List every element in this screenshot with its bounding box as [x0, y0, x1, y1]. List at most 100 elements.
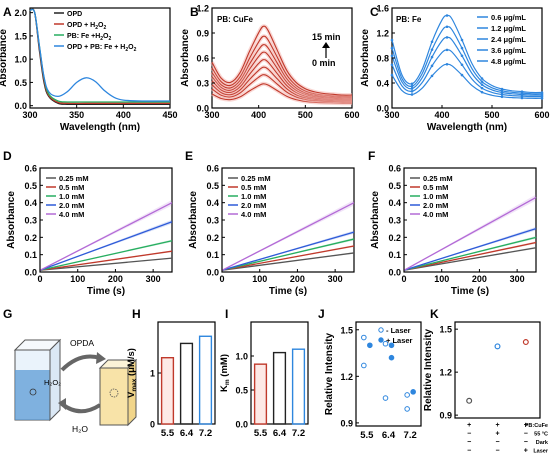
x-tick-label: 300	[328, 274, 343, 284]
x-tick-label: 450	[162, 110, 177, 120]
x-tick-label: 100	[434, 274, 449, 284]
axes-frame	[355, 321, 422, 427]
series-line	[39, 221, 173, 271]
legend-entry: 0.5 mM	[423, 183, 448, 192]
y-tick-label: 0.9	[196, 29, 209, 39]
data-point	[480, 77, 484, 80]
condition-label: 55 °C	[534, 432, 548, 438]
annotation-text: 15 min	[312, 32, 341, 42]
y-tick-label: 0.4	[24, 198, 37, 208]
legend-entry: 1.0 mM	[241, 192, 266, 201]
y-axis-label: Relative Intensity	[324, 332, 335, 415]
data-point	[410, 93, 414, 96]
y-tick-label: 0.4	[206, 198, 219, 208]
x-tick-label: 0	[219, 274, 224, 284]
y-tick-label: 1.5	[14, 31, 27, 41]
legend-entry: 2.0 mM	[423, 201, 448, 210]
y-tick-label: 0.3	[388, 216, 401, 226]
chart-title: PB: CuFe	[217, 15, 254, 24]
condition-mark: +	[495, 422, 499, 429]
series-line	[221, 231, 355, 271]
panel-j: 5.5 6.4 7.2 0.9 1.2 1.5 Relative Intensity - La…	[324, 321, 422, 441]
data-point	[361, 362, 367, 369]
data-point	[480, 80, 484, 83]
data-point	[430, 74, 434, 78]
legend-entry: 2.0 mM	[59, 201, 84, 210]
error-band	[222, 199, 354, 271]
reagent-bottom-text: H₂O	[72, 424, 88, 434]
y-tick-label: 1.2	[376, 29, 389, 39]
series-line	[403, 236, 537, 271]
x-tick-label: 5.5	[254, 428, 268, 439]
x-tick-label: 100	[70, 274, 85, 284]
data-point	[410, 87, 414, 90]
data-point	[445, 25, 449, 29]
vial-right-side	[127, 358, 137, 427]
condition-mark: +	[467, 422, 471, 429]
legend-entry: 0.25 mM	[241, 174, 271, 183]
y-tick-label: 0.5	[24, 181, 37, 191]
data-point	[500, 87, 504, 91]
y-tick-label: 0.0	[14, 101, 27, 111]
error-band	[404, 246, 536, 271]
x-axis-label: Time (s)	[269, 286, 307, 297]
panel-a: 300 350 400 450 0.0 0.5 1.0 1.5 2.0 Wavelength (n…	[0, 7, 178, 133]
panel-letter-c: C	[370, 5, 379, 19]
condition-label: Dark	[536, 440, 549, 446]
data-point	[390, 63, 394, 67]
legend-entry: - Laser	[386, 326, 411, 335]
panel-letter-j: J	[318, 307, 325, 321]
y-tick-label: 1.0	[235, 352, 248, 362]
chart-title: PB: Fe	[396, 15, 422, 24]
y-tick-label: 1.0	[14, 55, 27, 65]
y-tick-label: 0.6	[388, 164, 401, 174]
legend-entry: OPD + PB: Fe + H2O2	[67, 44, 137, 53]
legend-entry: 1.2 μg/mL	[491, 24, 526, 33]
data-point	[494, 343, 501, 350]
arrow-head	[322, 42, 330, 48]
series-line	[29, 8, 171, 102]
legend-entry: 1.0 mM	[59, 192, 84, 201]
x-tick-label: 400	[116, 110, 131, 120]
series-line	[211, 25, 353, 96]
y-tick-label: 0.5	[206, 181, 219, 191]
data-point	[466, 397, 473, 404]
panel-letter-g: G	[3, 307, 12, 321]
y-tick-label: 0.5	[235, 386, 248, 396]
y-axis-label: Absorbance	[370, 191, 381, 249]
y-tick-label: 1.2	[340, 372, 353, 382]
data-point	[480, 90, 484, 94]
x-axis-label: Wavelength (nm)	[427, 122, 507, 133]
legend-entry: OPD	[67, 11, 82, 18]
x-tick-label: 400	[251, 110, 266, 120]
data-point	[520, 96, 524, 100]
x-tick-label: 6.4	[273, 428, 287, 439]
error-band	[40, 199, 172, 271]
legend-entry: 0.5 mM	[241, 183, 266, 192]
y-tick-label: 0.1	[24, 250, 37, 260]
panel-f: 0 100 200 300 0.0 0.1 0.2 0.3 0.4 0.5 0.6 Time (s) A…	[370, 164, 537, 297]
x-tick-label: 600	[344, 110, 359, 120]
bar	[160, 357, 175, 425]
x-tick-label: 0	[37, 274, 42, 284]
data-point	[480, 86, 484, 90]
bar	[272, 351, 287, 425]
panel-e: 0 100 200 300 0.0 0.1 0.2 0.3 0.4 0.5 0.6 Time (s) A…	[188, 164, 355, 297]
bar	[179, 342, 194, 425]
panel-letter-f: F	[368, 149, 375, 163]
x-tick-label: 7.2	[404, 430, 417, 441]
y-tick-label: 1.5	[340, 325, 353, 335]
y-tick-label: 0.0	[376, 104, 389, 114]
arrow-curve-top	[60, 354, 101, 372]
data-point	[500, 93, 504, 96]
y-tick-label: 1.6	[376, 4, 389, 14]
legend-entry: 4.0 mM	[241, 210, 266, 219]
condition-mark: +	[495, 431, 499, 438]
panel-letter-i: I	[225, 307, 228, 321]
series-line	[403, 228, 537, 271]
legend-entry: PB: Fe +H2O2	[67, 33, 112, 42]
y-tick-label: 1.5	[439, 325, 452, 335]
y-tick-label: 0.1	[206, 250, 219, 260]
panel-d: 0 100 200 300 0.0 0.1 0.2 0.3 0.4 0.5 0.6 Time (s) A…	[6, 164, 173, 297]
condition-mark: −	[495, 439, 499, 446]
